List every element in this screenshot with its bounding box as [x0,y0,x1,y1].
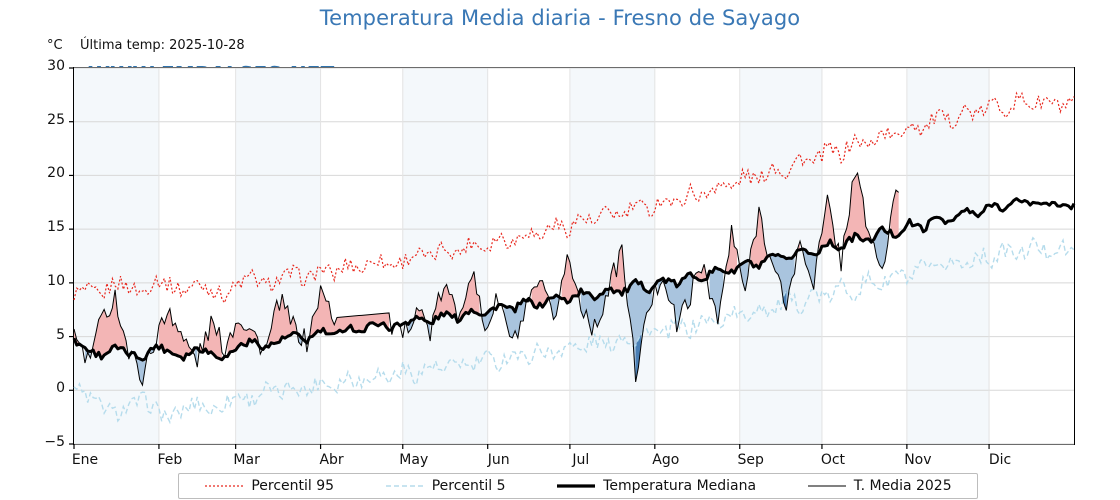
month-band [74,68,159,444]
month-band [235,68,321,444]
series-percentil-95 [73,91,1075,304]
fill-above-median [843,173,872,249]
x-tick-label-may: May [399,452,429,468]
y-axis-unit-label: °C [47,38,63,53]
series-temperatura-mediana [72,197,1076,362]
dashed-blue-line-icon [385,485,424,487]
fill-below-p5 [635,334,642,382]
fill-below-median [482,307,494,331]
fill-above-median [819,194,839,253]
legend-item-3[interactable]: T. Media 2025 [807,478,952,494]
thick-black-line-icon [557,484,596,488]
fill-below-median [627,279,653,382]
fill-above-median [227,322,258,357]
legend-item-2[interactable]: Temperatura Mediana [556,478,756,494]
x-tick-label-dic: Dic [988,452,1012,468]
x-tick-label-abr: Abr [319,452,344,468]
fill-above-median [610,244,625,296]
chart-legend: Percentil 95 Percentil 5 Temperatura Media… [178,473,978,499]
x-tick-label-mar: Mar [233,452,260,468]
legend-label: Temperatura Mediana [603,478,757,494]
y-tick-label-7: 30 [47,58,65,74]
legend-label: T. Media 2025 [853,478,952,494]
x-tick-label-jul: Jul [572,452,590,468]
fill-below-median [769,254,795,311]
x-tick-label-sep: Sep [737,452,764,468]
fill-above-median [531,280,548,309]
fill-above-median [695,264,707,281]
legend-label: Percentil 95 [251,478,335,494]
dotted-red-line-icon [205,485,244,487]
series-percentil-5 [73,236,1075,425]
y-tick-label-1: 0 [56,380,65,397]
fill-below-median [657,272,694,333]
fill-below-median [709,267,724,325]
fill-below-median [739,260,748,291]
y-tick-label-6: 25 [47,111,65,128]
last-temp-label: Última temp: 2025-10-28 [80,38,245,53]
fill-above-median [726,225,738,274]
plot-area [69,67,1076,449]
x-tick-label-ago: Ago [652,452,680,468]
chart-canvas [69,67,1076,449]
y-tick-label-0: −5 [44,434,65,450]
fill-above-median [309,285,390,338]
legend-item-0[interactable]: Percentil 95 [204,478,334,494]
y-tick-label-2: 5 [56,326,65,343]
x-tick-label-nov: Nov [904,452,932,468]
fill-above-median [890,190,899,238]
x-tick-label-ene: Ene [71,452,99,468]
series-t-media-2025 [73,171,899,387]
y-tick-label-4: 15 [47,219,65,236]
y-tick-label-3: 10 [47,272,65,289]
fill-above-median [750,206,768,269]
x-tick-label-jun: Jun [487,452,510,468]
month-band [569,68,655,444]
fill-below-median [580,288,609,336]
month-band [906,68,990,444]
fill-above-median [93,289,127,360]
chart-title: Temperatura Media diaria - Fresno de Say… [319,6,801,30]
thin-black-line-icon [807,485,846,487]
legend-item-1[interactable]: Percentil 5 [385,478,506,494]
x-tick-label-feb: Feb [157,452,183,468]
fill-above-median [432,271,480,324]
fill-below-median [802,248,817,290]
fill-above-median [158,308,192,361]
y-tick-label-5: 20 [47,165,65,182]
legend-label: Percentil 5 [431,478,506,494]
x-tick-label-oct: Oct [820,452,846,468]
